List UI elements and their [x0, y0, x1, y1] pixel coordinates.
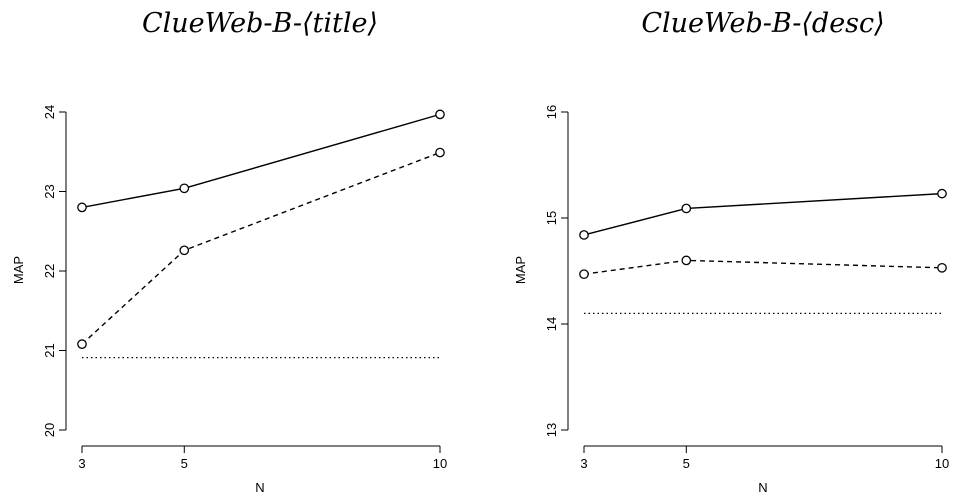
series-line-solid [583, 192, 943, 236]
data-point [937, 188, 947, 199]
data-point [435, 109, 445, 120]
chart-title: ClueWeb-B-⟨title⟩ [142, 8, 378, 39]
y-tick-label: 23 [42, 184, 57, 198]
y-tick-label: 20 [42, 423, 57, 437]
chart-panel-clueweb-desc: ClueWeb-B-⟨desc⟩ N MAP 13 14 15 16 3 5 10 [513, 8, 949, 495]
x-axis-label: N [758, 480, 767, 495]
data-point [579, 230, 589, 240]
x-tick-label: 10 [935, 456, 949, 471]
x-axis-label: N [255, 480, 264, 495]
y-tick-label: 21 [42, 343, 57, 357]
x-tick-label: 10 [433, 456, 447, 471]
y-tick-label: 22 [42, 264, 57, 278]
data-point [681, 203, 692, 214]
y-tick-label: 13 [544, 423, 559, 437]
chart-panel-clueweb-title: ClueWeb-B-⟨title⟩ N MAP 20 21 22 23 24 3 5 10 [11, 8, 447, 495]
data-point [937, 262, 947, 273]
data-point [579, 269, 589, 280]
series-line-dashed [81, 151, 441, 345]
x-tick-label: 5 [683, 456, 690, 471]
data-point [179, 183, 190, 194]
data-point [179, 245, 190, 256]
data-point [77, 202, 87, 213]
y-tick-label: 16 [544, 105, 559, 119]
series-line-solid [81, 113, 441, 209]
x-tick-label: 5 [181, 456, 188, 471]
y-axis-label: MAP [11, 256, 26, 284]
series-line-dashed [583, 259, 943, 275]
data-point [435, 147, 445, 158]
chart-title: ClueWeb-B-⟨desc⟩ [641, 8, 884, 39]
y-tick-label: 24 [42, 105, 57, 119]
y-tick-label: 15 [544, 211, 559, 225]
data-point [77, 339, 87, 349]
y-tick-label: 14 [544, 317, 559, 331]
x-tick-label: 3 [580, 456, 587, 471]
y-axis-label: MAP [513, 256, 528, 284]
x-tick-label: 3 [78, 456, 85, 471]
data-point [681, 255, 692, 266]
